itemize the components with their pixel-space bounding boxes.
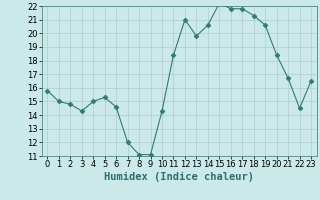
X-axis label: Humidex (Indice chaleur): Humidex (Indice chaleur) xyxy=(104,172,254,182)
